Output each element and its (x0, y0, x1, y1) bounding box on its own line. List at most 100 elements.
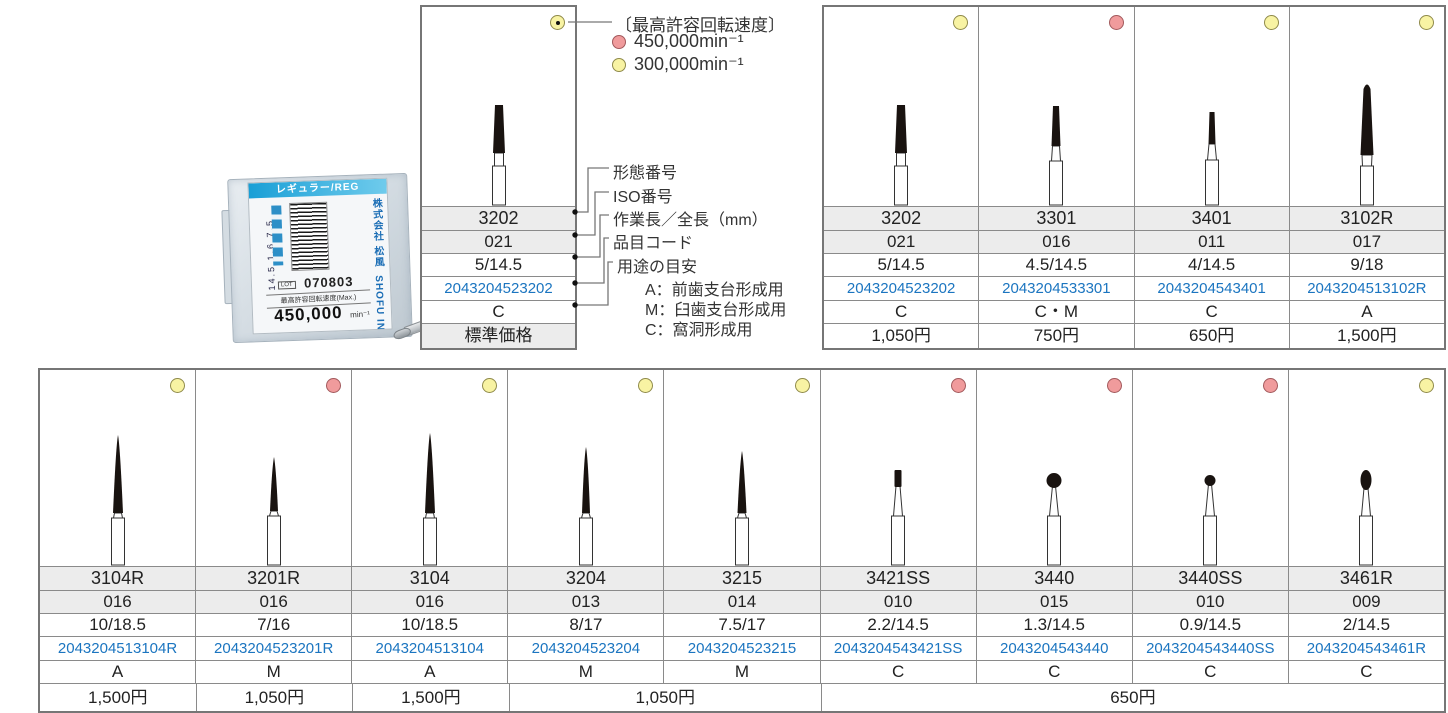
product-image-cell (820, 370, 976, 566)
legend-annotations: 〔最高許容回転速度〕 450,000min⁻¹ 300,000min⁻¹ 形態番… (555, 0, 855, 350)
bur-icon (720, 370, 764, 566)
bur-icon (1032, 370, 1076, 566)
package-max-speed-value: 450,000 (273, 302, 344, 326)
annotation-shape-number: 形態番号 (613, 165, 678, 182)
usage-code: A (352, 660, 508, 683)
product-image-cell (352, 370, 508, 566)
annotation-usage-c: C：窩洞形成用 (645, 322, 753, 339)
iso-number: 011 (1134, 230, 1289, 253)
item-code: 2043204543461R (1288, 636, 1444, 660)
item-code: 2043204513104 (352, 636, 508, 660)
product-name: 3461R (1288, 566, 1444, 590)
package-label: レギュラー/REG 14.5 1.6 7.5 株式会社 松風 SHOFU INC… (247, 177, 393, 335)
max-speed-legend-title: 〔最高許容回転速度〕 (615, 16, 785, 35)
usage-code: C (824, 300, 979, 323)
item-code: 2043204523215 (664, 636, 820, 660)
speed-dot-red-icon (1262, 378, 1278, 393)
product-column: 3104 016 10/18.5 2043204513104 A (351, 370, 508, 683)
price-value: 1,050円 (195, 684, 353, 711)
working-length: 5/14.5 (422, 253, 575, 276)
red-speed-dot-icon (612, 35, 626, 49)
product-column: 3102R 017 9/18 2043204513102R A (1288, 7, 1444, 323)
item-code: 2043204523202 (824, 276, 979, 300)
lot-label: LOT (277, 280, 296, 290)
bur-icon (252, 370, 296, 566)
product-image-cell (1289, 7, 1444, 206)
working-length: 10/18.5 (352, 613, 508, 636)
speed-dot-yellow-icon (638, 378, 654, 393)
package-company: 株式会社 松風 SHOFU INC. (368, 197, 387, 335)
product-column: 3215 014 7.5/17 2043204523215 M (663, 370, 820, 683)
working-length: 7.5/17 (664, 613, 820, 636)
product-column: 3204 013 8/17 2043204523204 M (507, 370, 664, 683)
product-column: 3421SS 010 2.2/14.5 2043204543421SS C (819, 370, 976, 683)
iso-number: 013 (508, 590, 664, 613)
product-name: 3215 (664, 566, 820, 590)
working-length: 2/14.5 (1288, 613, 1444, 636)
company-name: 株式会社 松風 (370, 197, 384, 268)
speed-dot-yellow-icon (170, 378, 186, 393)
product-name: 3102R (1289, 206, 1444, 230)
item-code: 2043204543421SS (820, 636, 976, 660)
price-value: 1,500円 (88, 688, 148, 707)
barcode-icon (289, 201, 330, 272)
working-length: 2.2/14.5 (820, 613, 976, 636)
annotation-item-code: 品目コード (613, 235, 694, 252)
speed-legend-item-300000: 300,000min⁻¹ (612, 54, 744, 75)
usage-code: C (1132, 660, 1288, 683)
product-image-cell (1288, 370, 1444, 566)
annotation-iso-number: ISO番号 (613, 189, 673, 206)
speed-dot-red-icon (1108, 15, 1124, 30)
speed-dot-yellow-icon (1419, 15, 1434, 30)
package-max-speed-unit: min⁻¹ (349, 309, 371, 320)
item-code: 2043204543401 (1134, 276, 1289, 300)
product-image-cell (196, 370, 352, 566)
speed-legend-label: 300,000min⁻¹ (634, 54, 744, 74)
speed-dot-yellow-icon (1263, 15, 1279, 30)
product-package-photo: レギュラー/REG 14.5 1.6 7.5 株式会社 松風 SHOFU INC… (221, 172, 437, 344)
legend-image-cell (422, 7, 575, 206)
lot-number: 070803 (303, 273, 354, 291)
product-name: 3440 (976, 566, 1132, 590)
bur-icon (876, 370, 920, 566)
product-column: 3461R 009 2/14.5 2043204543461R C (1287, 370, 1444, 683)
working-length: 9/18 (1289, 253, 1444, 276)
bur-icon (564, 370, 608, 566)
speed-dot-yellow-icon (1418, 378, 1434, 393)
legend-sample-column: 3202 021 5/14.5 2043204523202 C 標準価格 (422, 7, 575, 348)
package-tag-column (271, 205, 284, 266)
bur-icon (96, 370, 140, 566)
usage-code: A (40, 660, 196, 683)
item-code: 2043204523201R (196, 636, 352, 660)
bur-icon (408, 370, 452, 566)
price-row: 1,500円 1,050円 1,500円 1,050円 650円 (40, 683, 1444, 711)
usage-code: C (1134, 300, 1289, 323)
item-code: 2043204513102R (1289, 276, 1444, 300)
price-value: 1,050円 (871, 326, 931, 345)
product-column: 3440 015 1.3/14.5 2043204543440 C (975, 370, 1132, 683)
iso-number: 016 (979, 230, 1134, 253)
speed-dot-red-icon (326, 378, 342, 393)
bur-icon (1034, 7, 1078, 206)
product-name: 3104 (352, 566, 508, 590)
speed-legend-label: 450,000min⁻¹ (634, 31, 744, 51)
annotation-usage-a: A：前歯支台形成用 (645, 282, 784, 299)
iso-number: 010 (1132, 590, 1288, 613)
bur-icon (1344, 370, 1388, 566)
working-length: 0.9/14.5 (1132, 613, 1288, 636)
bur-icon (477, 7, 521, 206)
product-name: 3202 (422, 206, 575, 230)
usage-code: C (976, 660, 1132, 683)
product-image-cell (976, 370, 1132, 566)
price-value: 650円 (1133, 324, 1289, 348)
iso-number: 021 (422, 230, 575, 253)
usage-code: M (196, 660, 352, 683)
callout-lines-icon (568, 21, 613, 308)
usage-code: C (1288, 660, 1444, 683)
product-image-cell (40, 370, 196, 566)
product-column: 3104R 016 10/18.5 2043204513104R A (40, 370, 196, 683)
price-row: 1,050円 750円 650円 1,500円 (824, 323, 1444, 348)
package-max-speed: 450,000 min⁻¹ (267, 301, 378, 327)
annotation-working-length: 作業長／全長（mm） (613, 212, 768, 229)
product-name: 3202 (824, 206, 979, 230)
